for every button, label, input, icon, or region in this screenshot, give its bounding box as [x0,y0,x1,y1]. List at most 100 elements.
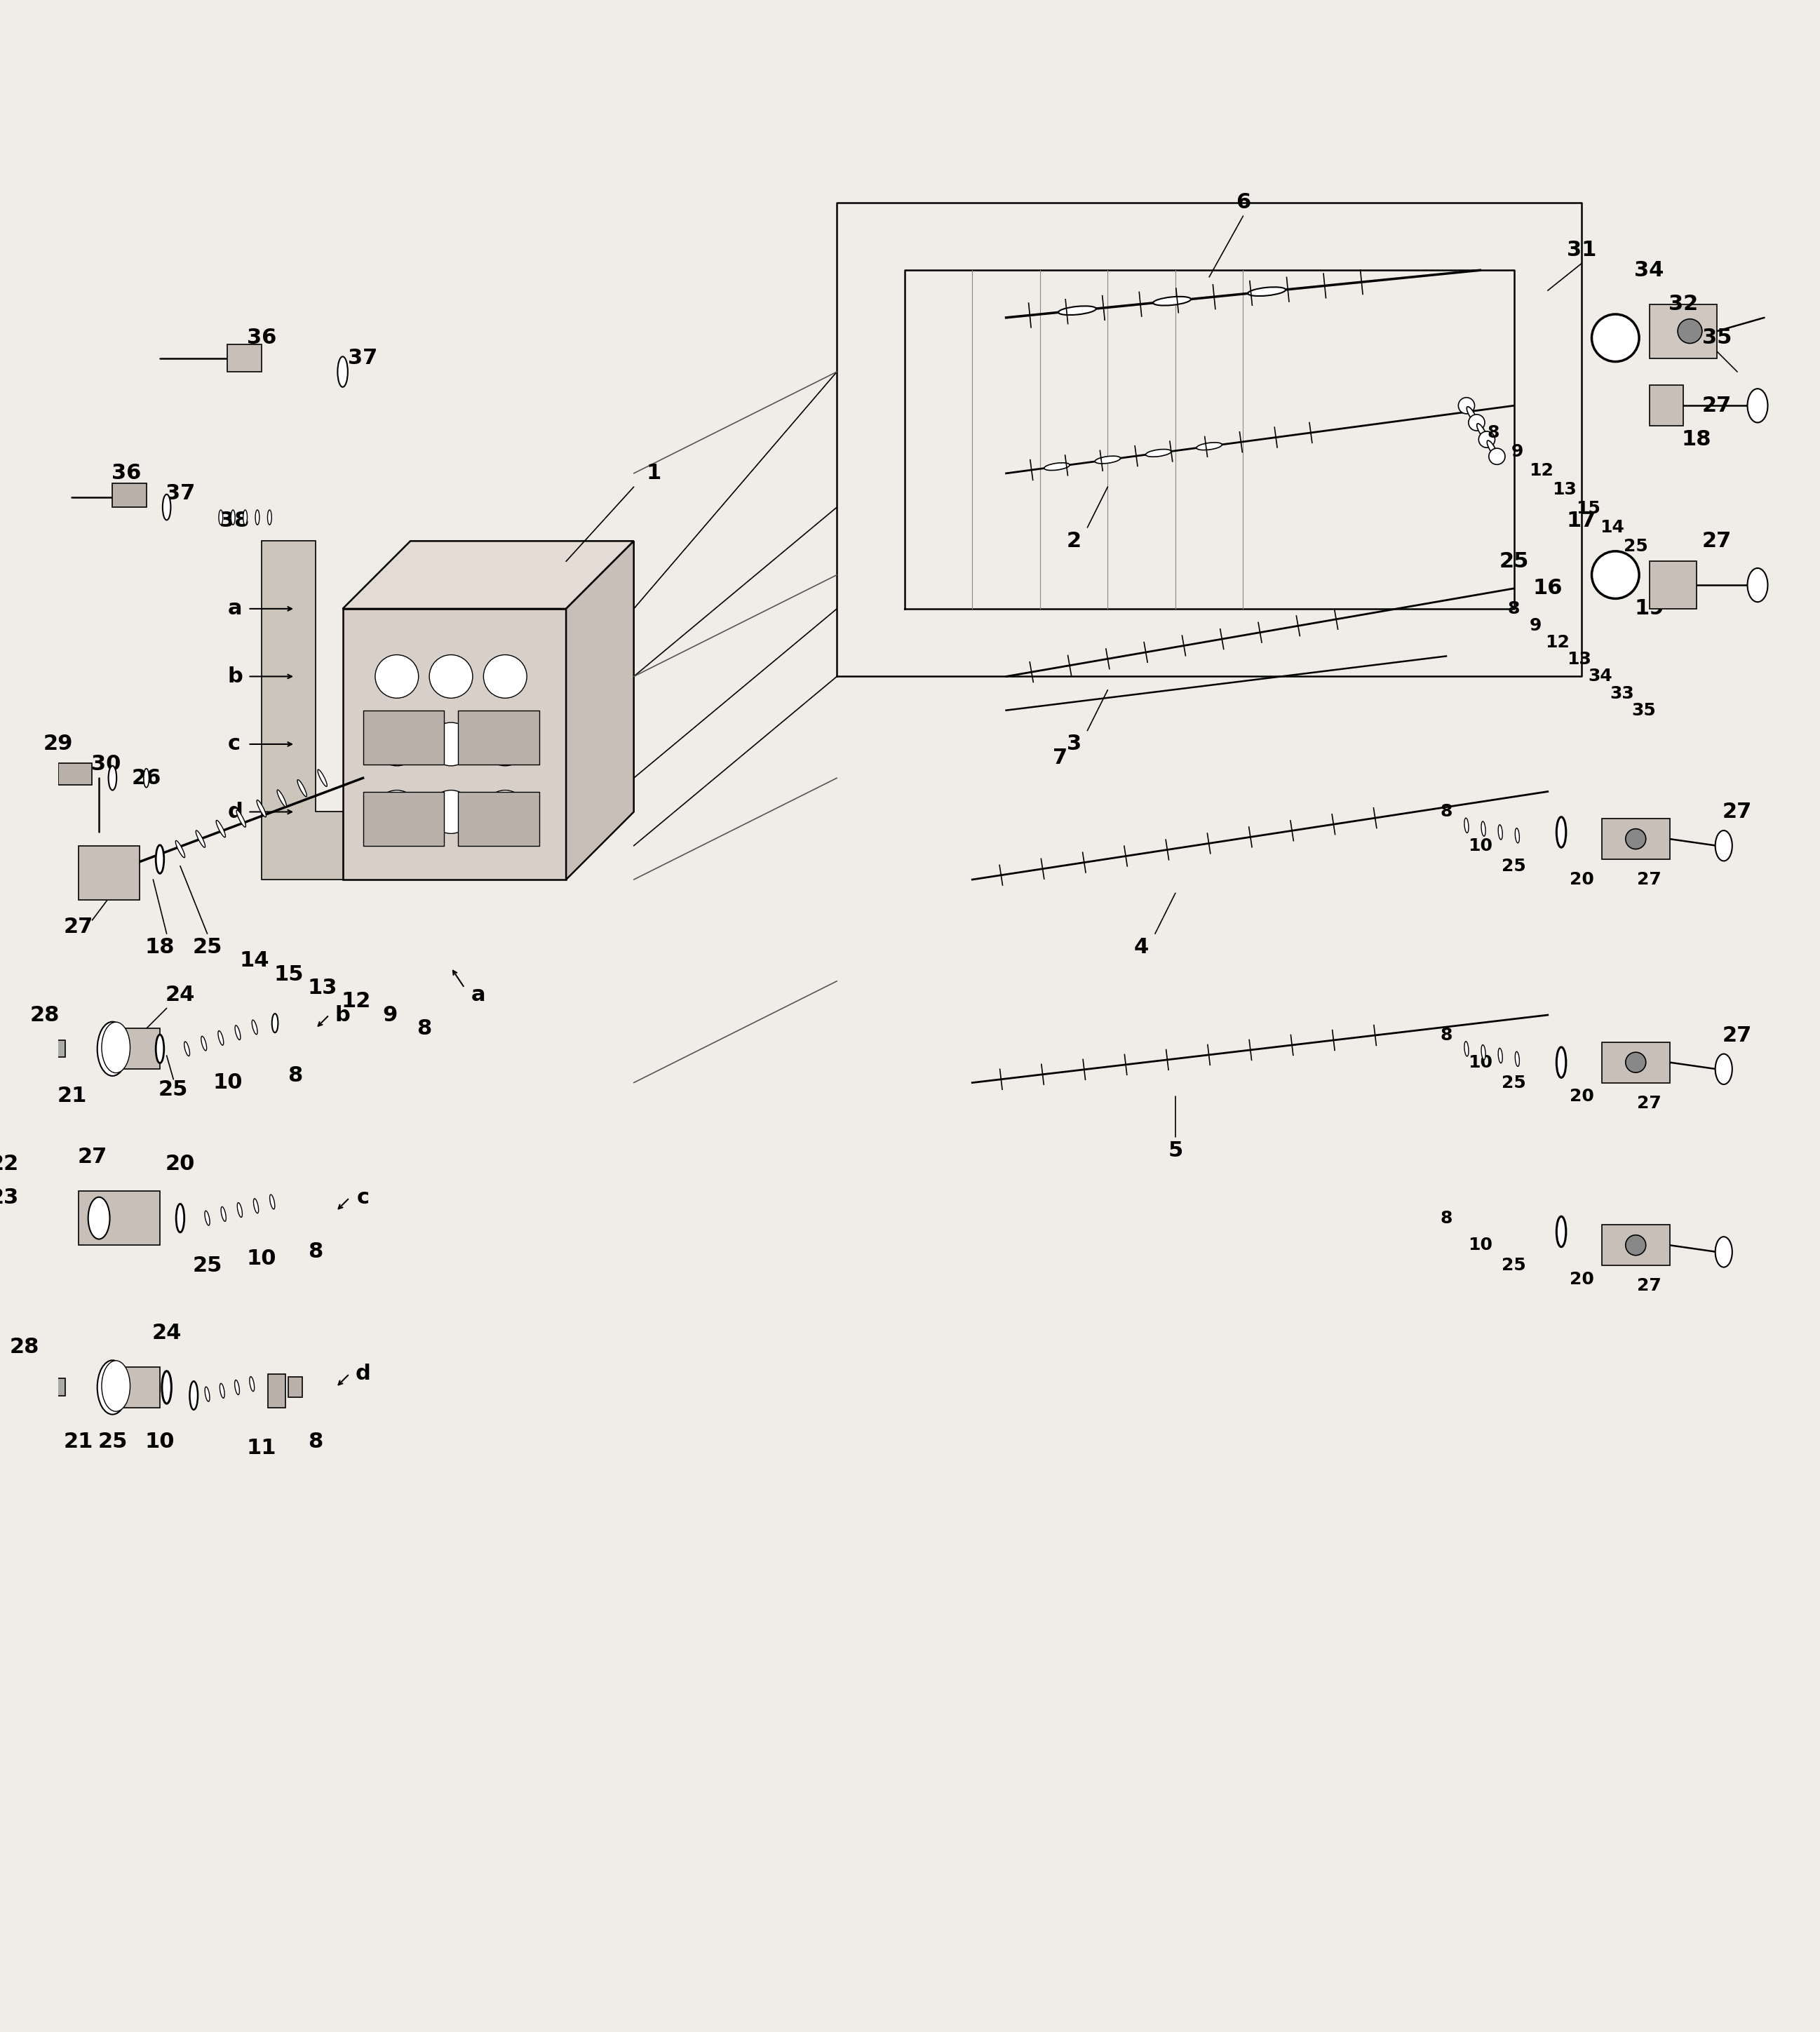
Circle shape [437,662,466,691]
Ellipse shape [1481,1044,1485,1059]
Bar [113,484,146,508]
Ellipse shape [220,1207,226,1221]
Text: 4: 4 [1134,937,1148,957]
Text: 18: 18 [146,937,175,957]
Text: 8: 8 [1487,425,1500,441]
Bar [24,1195,51,1211]
Ellipse shape [1154,297,1190,305]
Ellipse shape [237,811,246,827]
Text: 8: 8 [1440,1026,1452,1044]
Circle shape [1592,315,1640,362]
Circle shape [1458,398,1474,415]
Text: 5: 5 [1168,1140,1183,1160]
Ellipse shape [1476,423,1487,439]
Text: 27: 27 [1702,396,1733,417]
Bar [459,792,539,845]
Ellipse shape [157,845,164,874]
Text: 19: 19 [1634,599,1663,620]
Ellipse shape [1196,443,1221,449]
Ellipse shape [253,1199,258,1213]
Circle shape [490,662,521,691]
Ellipse shape [96,1022,127,1075]
Ellipse shape [218,510,222,524]
Circle shape [1478,431,1494,447]
Polygon shape [1602,819,1669,860]
Ellipse shape [271,1014,278,1032]
Circle shape [1625,829,1645,849]
Ellipse shape [102,1022,129,1073]
Text: a: a [227,599,242,620]
Bar [362,711,444,764]
Circle shape [437,797,466,827]
Text: 2: 2 [1067,530,1081,551]
Text: 1: 1 [646,463,661,484]
Text: 20: 20 [166,1154,195,1174]
Ellipse shape [1498,1049,1503,1063]
Bar [268,1374,286,1408]
Ellipse shape [1147,449,1172,457]
Ellipse shape [96,1359,127,1414]
Ellipse shape [217,821,226,837]
Text: 24: 24 [166,983,195,1006]
Text: 34: 34 [1589,669,1613,685]
Ellipse shape [218,1030,224,1044]
Circle shape [490,729,521,760]
Circle shape [1625,1053,1645,1073]
Ellipse shape [1714,1237,1733,1268]
Ellipse shape [1556,1046,1565,1077]
Circle shape [430,654,473,699]
Text: b: b [335,1004,349,1026]
Text: 25: 25 [98,1431,127,1451]
Circle shape [1469,415,1485,431]
Text: 10: 10 [146,1431,175,1451]
Ellipse shape [257,801,266,817]
Text: 24: 24 [151,1323,182,1343]
Polygon shape [342,541,633,610]
Ellipse shape [244,510,248,524]
Circle shape [430,723,473,766]
Polygon shape [1649,386,1683,427]
Ellipse shape [1714,1055,1733,1085]
Text: 27: 27 [1702,530,1733,551]
Ellipse shape [249,1376,255,1392]
Ellipse shape [1059,307,1096,315]
Text: 10: 10 [1467,1237,1492,1254]
Circle shape [1592,551,1640,599]
Text: 18: 18 [1682,429,1711,449]
Ellipse shape [206,1386,209,1402]
Circle shape [1489,449,1505,465]
Text: a: a [471,983,486,1006]
Ellipse shape [231,510,235,524]
Text: 10: 10 [213,1073,242,1093]
Bar [289,1378,302,1398]
Text: 8: 8 [308,1242,322,1262]
Ellipse shape [87,1197,109,1240]
Ellipse shape [1096,455,1121,463]
Polygon shape [1649,305,1716,358]
Circle shape [1625,1235,1645,1256]
Ellipse shape [1467,406,1476,421]
Circle shape [1678,319,1702,343]
Text: 8: 8 [1507,599,1520,618]
Circle shape [382,662,411,691]
Ellipse shape [177,1203,184,1231]
Text: 25: 25 [1501,858,1525,874]
Text: 37: 37 [348,347,379,368]
Ellipse shape [297,780,308,797]
Ellipse shape [157,1034,164,1063]
Text: 34: 34 [1634,260,1663,280]
Text: c: c [357,1187,369,1207]
Ellipse shape [162,494,171,520]
Text: 9: 9 [382,1004,397,1026]
Circle shape [375,654,419,699]
Ellipse shape [1465,1042,1469,1057]
Text: 20: 20 [1569,1270,1594,1288]
Polygon shape [342,610,566,880]
Text: 20: 20 [1569,1087,1594,1105]
Text: 8: 8 [417,1018,431,1038]
Ellipse shape [237,1203,242,1217]
Ellipse shape [235,1026,240,1040]
Text: 25: 25 [193,1256,222,1276]
Ellipse shape [1747,569,1767,601]
Text: 7: 7 [1054,748,1068,768]
